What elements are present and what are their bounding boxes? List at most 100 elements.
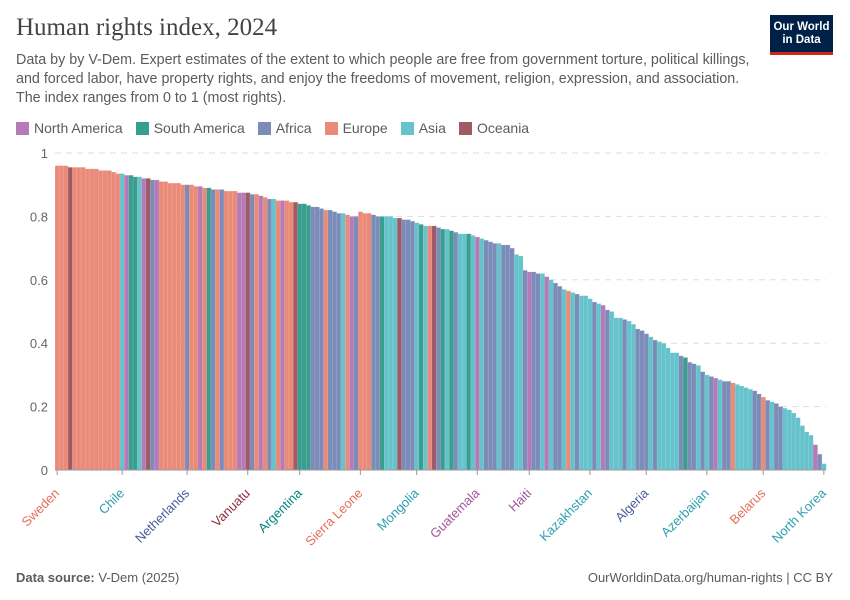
bar[interactable] [184, 184, 190, 471]
bar[interactable] [163, 181, 169, 471]
bar[interactable] [483, 239, 489, 471]
bar[interactable] [202, 187, 208, 471]
bar[interactable] [479, 238, 485, 471]
bar[interactable] [596, 303, 602, 471]
bar[interactable] [158, 181, 164, 471]
bar[interactable] [804, 431, 810, 471]
bar[interactable] [293, 201, 299, 471]
bar[interactable] [713, 377, 719, 471]
bar[interactable] [401, 219, 407, 471]
bar[interactable] [492, 243, 498, 471]
bar[interactable] [284, 200, 290, 471]
bar[interactable] [115, 173, 121, 471]
bar[interactable] [323, 209, 329, 471]
bar[interactable] [63, 165, 69, 471]
bar[interactable] [319, 208, 325, 471]
legend-item-africa[interactable]: Africa [257, 120, 312, 136]
bar[interactable] [236, 192, 242, 471]
bar[interactable] [717, 379, 723, 471]
bar[interactable] [76, 167, 82, 471]
bar[interactable] [630, 323, 636, 471]
bar[interactable] [570, 292, 576, 471]
bar[interactable] [128, 174, 134, 471]
bar[interactable] [349, 216, 355, 471]
bar[interactable] [522, 270, 528, 471]
bar[interactable] [539, 273, 545, 471]
owid-logo[interactable]: Our World in Data [770, 15, 833, 55]
bar[interactable] [821, 463, 827, 471]
bar[interactable] [431, 225, 437, 471]
bar[interactable] [752, 390, 758, 471]
bar[interactable] [609, 311, 615, 471]
bar[interactable] [288, 201, 294, 471]
bar[interactable] [362, 213, 368, 471]
bar[interactable] [466, 233, 472, 471]
bar[interactable] [409, 220, 416, 471]
bar[interactable] [422, 225, 429, 471]
bar[interactable] [691, 363, 697, 471]
bar[interactable] [808, 434, 814, 471]
bar[interactable] [587, 298, 593, 471]
bar[interactable] [245, 192, 251, 471]
bar[interactable] [275, 200, 281, 471]
bar[interactable] [176, 182, 182, 471]
bar[interactable] [812, 444, 818, 471]
bar[interactable] [314, 206, 320, 471]
bar[interactable] [67, 167, 73, 471]
bar[interactable] [379, 216, 385, 471]
url-license[interactable]: OurWorldinData.org/human-rights | CC BY [587, 570, 833, 585]
bar[interactable] [388, 216, 394, 471]
bar[interactable] [137, 176, 143, 471]
bar[interactable] [180, 184, 186, 471]
bar[interactable] [500, 244, 506, 471]
bar[interactable] [487, 241, 493, 471]
bar[interactable] [782, 407, 788, 471]
bar[interactable] [215, 189, 221, 471]
bar[interactable] [271, 198, 277, 471]
bar[interactable] [674, 352, 680, 471]
bar[interactable] [340, 213, 346, 471]
bar[interactable] [708, 376, 714, 471]
bar[interactable] [591, 301, 597, 471]
bar[interactable] [119, 173, 125, 471]
bar[interactable] [678, 355, 684, 471]
bar[interactable] [583, 295, 589, 471]
bar[interactable] [106, 170, 112, 471]
bar[interactable] [440, 228, 446, 471]
bar[interactable] [396, 217, 403, 471]
bar[interactable] [297, 203, 303, 471]
bar[interactable] [604, 309, 610, 471]
bar[interactable] [687, 362, 693, 471]
bar[interactable] [817, 453, 823, 471]
data-source-value[interactable]: V-Dem (2025) [98, 570, 180, 585]
bar[interactable] [791, 412, 797, 471]
bar[interactable] [457, 233, 463, 471]
bar[interactable] [370, 214, 377, 471]
bar[interactable] [210, 189, 216, 471]
bar[interactable] [756, 393, 762, 471]
bar[interactable] [310, 206, 316, 471]
bar[interactable] [98, 170, 104, 471]
bar[interactable] [353, 216, 359, 471]
bar[interactable] [80, 167, 86, 471]
bar[interactable] [383, 216, 390, 471]
bar[interactable] [513, 254, 519, 471]
bar[interactable] [682, 357, 688, 471]
bar[interactable] [327, 209, 333, 471]
bar[interactable] [561, 289, 567, 471]
bar[interactable] [345, 214, 351, 471]
bar[interactable] [535, 273, 541, 471]
bar[interactable] [765, 400, 771, 471]
legend-item-oceania[interactable]: Oceania [458, 120, 529, 136]
bar[interactable] [111, 171, 117, 471]
bar[interactable] [232, 190, 238, 471]
bar[interactable] [189, 184, 195, 471]
bar[interactable] [700, 371, 706, 471]
bar[interactable] [734, 384, 740, 471]
bar[interactable] [258, 195, 264, 471]
bar[interactable] [786, 409, 792, 471]
bar[interactable] [613, 317, 619, 471]
bar[interactable] [656, 341, 662, 471]
bar[interactable] [557, 285, 563, 471]
bar[interactable] [102, 170, 108, 471]
